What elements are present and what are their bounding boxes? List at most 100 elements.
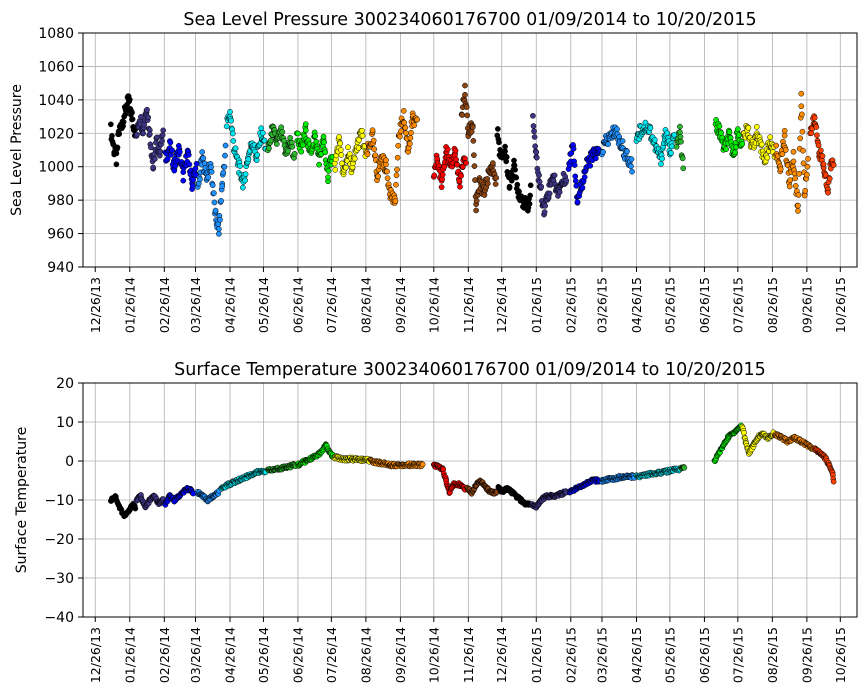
data-point xyxy=(804,171,810,178)
data-point xyxy=(208,164,214,170)
data-point xyxy=(146,131,153,138)
data-series xyxy=(295,441,337,469)
data-series xyxy=(162,484,197,508)
data-point xyxy=(456,178,463,184)
data-point xyxy=(302,121,309,128)
data-point xyxy=(605,141,611,148)
data-point xyxy=(400,108,407,114)
data-point xyxy=(484,176,491,182)
data-point xyxy=(503,154,510,160)
data-point xyxy=(157,148,164,155)
data-point xyxy=(209,182,216,189)
x-tick-label: 03/26/14 xyxy=(188,277,203,333)
y-tick-label: 10 xyxy=(56,415,74,431)
data-point xyxy=(129,116,136,123)
data-series xyxy=(712,117,746,159)
x-tick-label: 06/26/14 xyxy=(290,627,305,683)
data-point xyxy=(190,177,197,183)
data-point xyxy=(371,146,378,153)
data-point xyxy=(790,158,797,165)
data-point xyxy=(114,144,121,151)
data-point xyxy=(287,134,293,141)
data-series xyxy=(599,124,635,175)
data-point xyxy=(581,174,588,180)
data-point xyxy=(300,142,306,148)
data-point xyxy=(351,155,358,162)
data-point xyxy=(254,152,261,158)
data-point xyxy=(403,130,409,137)
x-tick-label: 08/26/14 xyxy=(358,277,373,333)
data-point xyxy=(242,177,248,184)
data-series xyxy=(599,472,638,485)
data-point xyxy=(291,150,298,157)
data-point xyxy=(516,188,522,195)
data-point xyxy=(279,129,286,135)
data-point xyxy=(494,126,501,132)
data-point xyxy=(664,130,670,136)
data-point xyxy=(185,152,192,158)
data-series xyxy=(711,422,745,465)
data-point xyxy=(322,149,329,156)
data-point xyxy=(792,183,799,189)
data-point xyxy=(745,124,752,131)
data-point xyxy=(587,162,594,169)
data-point xyxy=(628,163,634,170)
data-point xyxy=(673,143,680,150)
data-point xyxy=(126,96,133,103)
data-point xyxy=(677,123,683,130)
data-point xyxy=(572,173,579,180)
data-point xyxy=(471,152,477,158)
data-point xyxy=(786,183,793,190)
data-point xyxy=(393,172,400,179)
data-point xyxy=(107,121,114,128)
data-point xyxy=(579,184,586,191)
data-point xyxy=(600,149,606,155)
x-tick-label: 08/26/15 xyxy=(765,277,780,333)
data-point xyxy=(779,151,786,157)
x-tick-label: 06/26/15 xyxy=(697,277,712,333)
x-tick-label: 07/26/15 xyxy=(730,277,745,333)
data-point xyxy=(489,160,496,166)
y-tick-label: 0 xyxy=(65,454,74,470)
data-point xyxy=(223,123,230,130)
data-series xyxy=(811,445,837,485)
data-point xyxy=(230,138,237,144)
grid xyxy=(83,382,857,618)
data-point xyxy=(681,464,688,471)
data-point xyxy=(734,126,741,132)
x-tick-label: 02/26/15 xyxy=(563,627,578,683)
data-point xyxy=(732,149,738,156)
data-point xyxy=(197,176,203,183)
data-point xyxy=(359,127,365,134)
data-point xyxy=(221,163,228,170)
data-point xyxy=(444,146,451,153)
data-point xyxy=(260,130,266,136)
y-axis-label: Surface Temperature xyxy=(14,427,30,573)
data-point xyxy=(431,172,438,179)
data-series xyxy=(331,127,369,178)
x-tick-label: 08/26/14 xyxy=(358,627,373,683)
data-point xyxy=(261,137,268,144)
x-tick-label: 02/26/15 xyxy=(563,277,578,333)
data-point xyxy=(384,175,391,182)
data-point xyxy=(463,160,469,166)
data-point xyxy=(302,127,309,134)
data-point xyxy=(679,155,686,162)
data-point xyxy=(530,123,537,129)
data-point xyxy=(239,184,246,191)
data-series xyxy=(807,113,837,196)
data-point xyxy=(473,207,479,214)
data-series xyxy=(265,123,298,161)
data-point xyxy=(814,132,820,139)
data-point xyxy=(546,190,553,197)
data-series xyxy=(740,122,778,166)
data-point xyxy=(777,166,784,173)
data-point xyxy=(285,148,291,154)
data-point xyxy=(200,155,207,161)
data-point xyxy=(795,202,801,209)
data-point xyxy=(150,164,157,171)
data-series xyxy=(633,465,683,481)
x-tick-label: 03/26/15 xyxy=(595,277,610,333)
data-point xyxy=(325,174,331,181)
data-point xyxy=(219,183,226,190)
